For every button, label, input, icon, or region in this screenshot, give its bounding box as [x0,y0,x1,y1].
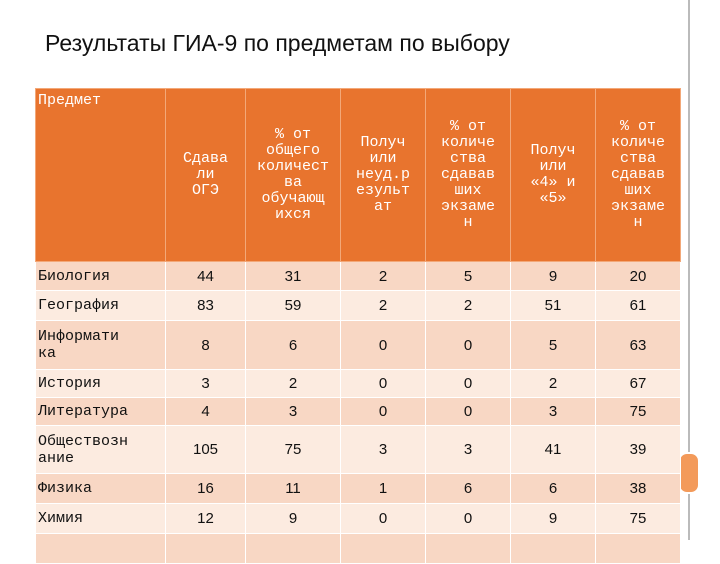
value-cell: 0 [425,503,511,534]
value-cell: 4 [165,397,246,426]
value-cell: 6 [245,320,341,370]
value-cell: 3 [510,397,596,426]
value-cell: 6 [510,473,596,504]
decor-line [688,0,690,540]
header-cell: Предмет [35,88,166,262]
value-cell: 3 [245,397,341,426]
value-cell: 2 [340,290,426,321]
value-cell: 3 [165,369,246,398]
value-cell: 16 [165,473,246,504]
value-cell: 2 [425,290,511,321]
header-cell: % от общего количест ва обучающ ихся [245,88,341,262]
value-cell: 9 [245,503,341,534]
value-cell: 105 [165,425,246,474]
value-cell: 59 [245,290,341,321]
header-cell: Сдава ли ОГЭ [165,88,246,262]
empty-cell [425,533,511,564]
header-cell: % от количе ства сдавав ших экзаме н [595,88,681,262]
value-cell: 83 [165,290,246,321]
empty-cell [510,533,596,564]
value-cell: 51 [510,290,596,321]
value-cell: 38 [595,473,681,504]
empty-cell [340,533,426,564]
slide-title: Результаты ГИА-9 по предметам по выбору [45,30,510,56]
header-cell: Получ или «4» и «5» [510,88,596,262]
value-cell: 0 [340,320,426,370]
value-cell: 75 [595,397,681,426]
value-cell: 2 [340,261,426,291]
empty-cell [35,533,166,564]
table-row: История 3 2 0 0 2 67 [35,369,681,398]
results-table: Предмет Сдава ли ОГЭ% от общего количест … [35,88,681,564]
value-cell: 8 [165,320,246,370]
subject-cell: Литература [35,397,166,426]
subject-cell: География [35,290,166,321]
value-cell: 11 [245,473,341,504]
table-row: Физика 16 11 1 6 6 38 [35,473,681,504]
subject-cell: Информати ка [35,320,166,370]
header-row: Предмет Сдава ли ОГЭ% от общего количест … [35,88,681,262]
value-cell: 0 [425,369,511,398]
value-cell: 31 [245,261,341,291]
empty-cell [165,533,246,564]
value-cell: 0 [340,397,426,426]
value-cell: 1 [340,473,426,504]
subject-cell: Химия [35,503,166,534]
subject-cell: Биология [35,261,166,291]
value-cell: 3 [425,425,511,474]
value-cell: 0 [425,397,511,426]
value-cell: 0 [340,369,426,398]
slide: Результаты ГИА-9 по предметам по выбору … [35,0,700,564]
value-cell: 0 [340,503,426,534]
value-cell: 20 [595,261,681,291]
table-body: Биология 44 31 2 5 9 20 География 83 59 2 2 51 61 Инфо… [35,261,681,564]
decor-dot [678,452,700,494]
value-cell: 5 [425,261,511,291]
table-row: География 83 59 2 2 51 61 [35,290,681,321]
value-cell: 9 [510,261,596,291]
value-cell: 75 [595,503,681,534]
empty-cell [245,533,341,564]
value-cell: 61 [595,290,681,321]
value-cell: 6 [425,473,511,504]
value-cell: 67 [595,369,681,398]
subject-cell: Физика [35,473,166,504]
header-cell: Получ или неуд.р езульт ат [340,88,426,262]
table-row: Литература 4 3 0 0 3 75 [35,397,681,426]
value-cell: 75 [245,425,341,474]
value-cell: 63 [595,320,681,370]
table-row: Химия 12 9 0 0 9 75 [35,503,681,534]
value-cell: 12 [165,503,246,534]
value-cell: 3 [340,425,426,474]
value-cell: 2 [245,369,341,398]
subject-cell: История [35,369,166,398]
empty-cell [595,533,681,564]
subject-cell: Обществозн ание [35,425,166,474]
value-cell: 2 [510,369,596,398]
value-cell: 41 [510,425,596,474]
table-row-cut [35,533,681,564]
table-row: Информати ка 8 6 0 0 5 63 [35,320,681,370]
table-row: Биология 44 31 2 5 9 20 [35,261,681,291]
table-row: Обществозн ание 105 75 3 3 41 39 [35,425,681,474]
value-cell: 5 [510,320,596,370]
header-cell: % от количе ства сдавав ших экзаме н [425,88,511,262]
value-cell: 9 [510,503,596,534]
value-cell: 44 [165,261,246,291]
value-cell: 39 [595,425,681,474]
value-cell: 0 [425,320,511,370]
